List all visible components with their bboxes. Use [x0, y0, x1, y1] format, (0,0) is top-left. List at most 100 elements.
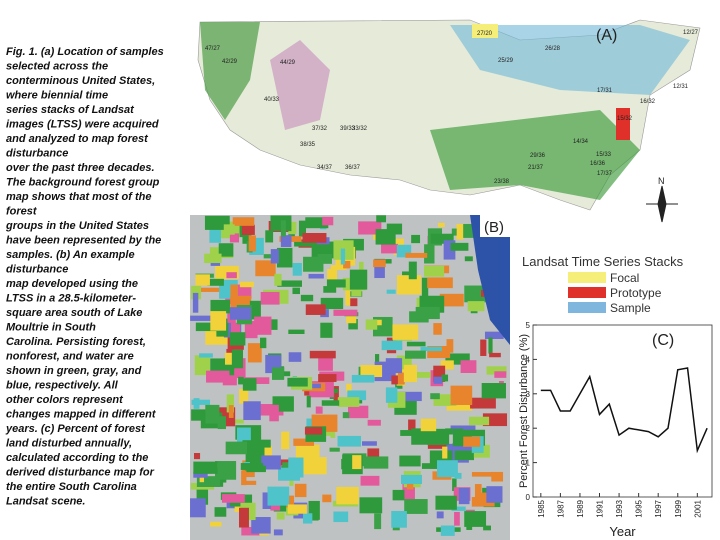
map-b-patch	[210, 299, 231, 314]
caption-line: forest	[6, 206, 38, 218]
map-b-patch	[381, 243, 399, 254]
map-b-patch	[242, 226, 252, 244]
map-b-patch	[248, 235, 256, 252]
map-b-patch	[430, 233, 454, 244]
scene-label: 21/37	[528, 165, 544, 171]
map-b-patch	[360, 475, 380, 486]
scene-label: 14/34	[573, 139, 589, 145]
caption-line: samples. (b) An example	[6, 249, 135, 261]
map-b-patch	[391, 510, 407, 528]
x-tick-label: 1999	[674, 499, 683, 517]
caption-line: LTSS in a 28.5-kilometer-	[6, 293, 136, 305]
map-b-patch	[458, 487, 470, 505]
map-b-patch	[241, 224, 255, 235]
caption-line: changes mapped in different	[6, 409, 157, 421]
map-b-patch	[193, 471, 208, 478]
map-b-patch	[238, 507, 249, 528]
map-b-patch	[405, 252, 428, 258]
caption-line: shown in green, gray, and	[6, 365, 142, 377]
map-b-patch	[483, 525, 491, 531]
map-b-patch	[204, 253, 222, 264]
caption-line: The background forest group	[6, 177, 160, 189]
x-axis-label: Year	[609, 524, 636, 539]
x-tick-label: 1985	[537, 499, 546, 517]
map-b-patch	[315, 406, 323, 414]
map-b-patch	[225, 441, 248, 455]
map-b-patch	[346, 312, 357, 324]
map-b-patch	[229, 233, 240, 243]
map-b-patch	[463, 436, 481, 447]
map-b-label: (B)	[484, 219, 504, 236]
map-b-patch	[241, 526, 261, 536]
map-b-patch	[451, 228, 457, 236]
scene-label: 23/38	[494, 179, 510, 185]
map-b-patch	[376, 215, 387, 223]
map-b-patch	[226, 394, 235, 413]
map-b-patch	[347, 405, 369, 419]
data-line	[540, 367, 708, 454]
forest-northeast	[450, 25, 690, 95]
map-b-patch	[374, 258, 385, 279]
map-b-patch	[452, 428, 464, 447]
map-b-patch	[190, 315, 213, 321]
map-b-patch	[480, 339, 487, 356]
y-axis-label: Percent Forest Disturbance (%)	[518, 334, 530, 488]
map-b-patch	[375, 354, 380, 364]
map-b-patch	[207, 334, 219, 340]
map-b-patch	[273, 529, 283, 536]
map-b-patch	[488, 337, 493, 354]
x-tick-label: 1993	[615, 499, 624, 517]
map-b-patch	[443, 240, 456, 260]
map-b-patch	[262, 492, 271, 509]
map-b-patch	[215, 461, 237, 480]
map-b-patch	[456, 223, 464, 240]
map-b-patch	[289, 476, 294, 486]
map-b-patch	[195, 274, 210, 286]
map-b-patch	[427, 428, 450, 446]
y-tick-label: 1	[526, 459, 531, 468]
caption-line: land disturbed annually,	[6, 438, 132, 450]
map-b-patch	[191, 285, 202, 300]
map-b-patch	[436, 511, 444, 519]
map-b-patch	[452, 478, 457, 492]
caption-line: disturbance	[6, 148, 68, 160]
map-b-patch	[305, 304, 326, 315]
map-b-patch	[214, 507, 227, 517]
map-b-patch	[460, 360, 477, 373]
map-b-patch	[228, 405, 234, 418]
scene-label: 40/33	[264, 97, 280, 103]
map-b-patch	[194, 355, 210, 376]
map-b-patch	[280, 235, 292, 247]
map-b-patch	[374, 319, 382, 326]
map-b-label-bg	[480, 215, 510, 237]
map-b-patch	[245, 377, 270, 384]
map-b-patch	[403, 364, 417, 383]
forest-rockies	[270, 40, 330, 130]
map-b-patch	[386, 223, 403, 235]
map-b-patch	[362, 441, 377, 446]
scene-label: 12/27	[683, 30, 699, 36]
caption-line: nonforest, and water are	[6, 351, 134, 363]
map-b-patch	[433, 365, 446, 382]
scene-label: 25/29	[498, 58, 514, 64]
scene-label: 15/32	[617, 116, 633, 122]
map-b-patch	[242, 440, 259, 452]
map-b-patch	[452, 443, 473, 454]
map-b-patch	[260, 337, 267, 349]
map-b-patch	[471, 497, 495, 507]
map-b-patch	[241, 480, 257, 485]
map-b-patch	[231, 349, 244, 369]
x-tick-label: 1989	[576, 499, 585, 517]
scene-label: 16/36	[590, 161, 606, 167]
legend-label: Focal	[610, 271, 639, 285]
caption-line: Landsat scene.	[6, 496, 85, 508]
caption-line: disturbance	[6, 264, 68, 276]
map-b-patch	[269, 404, 279, 422]
map-b-patch	[441, 374, 449, 382]
map-b-patch	[374, 513, 382, 530]
map-b-patch	[209, 223, 222, 243]
map-b-patch	[288, 221, 297, 235]
map-b-patch	[420, 418, 437, 432]
map-b-patch	[205, 404, 220, 424]
